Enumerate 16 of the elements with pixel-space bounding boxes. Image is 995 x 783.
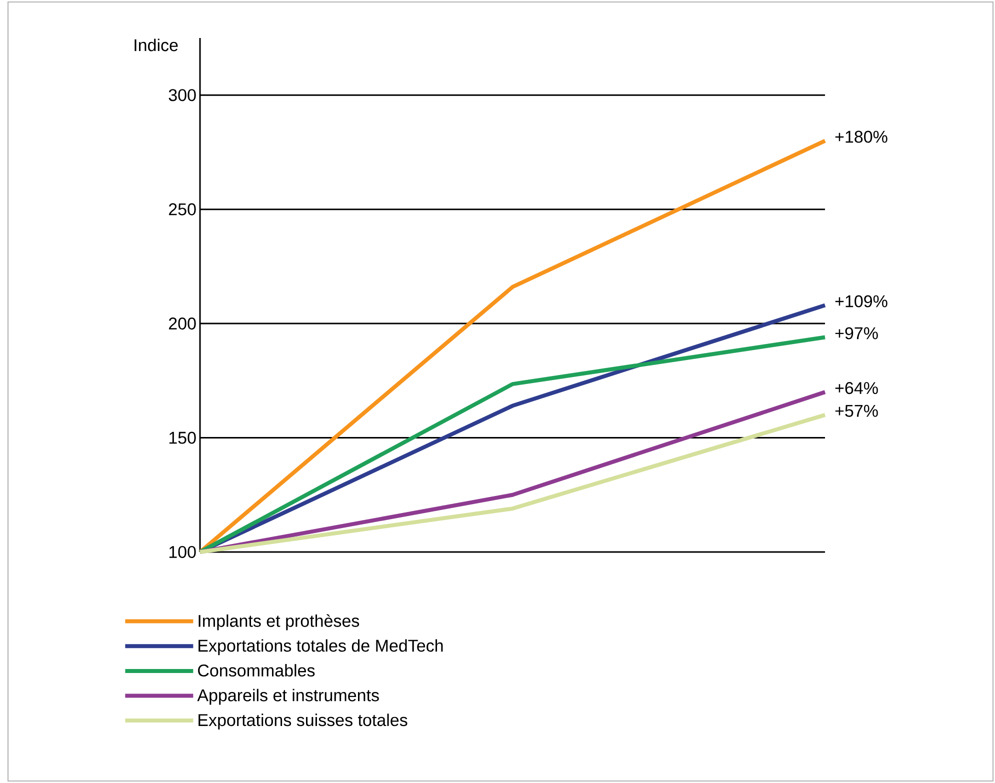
text: +57% (835, 404, 878, 417)
text: +97% (835, 327, 878, 340)
y-tick-label: 150 (169, 432, 196, 444)
legend-label: Exportations totales de MedTech (198, 639, 443, 656)
y-tick-label: 100 (169, 546, 196, 558)
y-tick-label: 250 (168, 203, 196, 216)
legend-label: Consommables (198, 664, 315, 677)
legend-label: Implants et prothèses (198, 614, 360, 630)
y-tick-label: 200 (168, 318, 196, 330)
legend-label: Exportations suisses totales (198, 714, 408, 730)
text: +64% (835, 382, 878, 394)
legend-label: Appareils et instruments (197, 688, 379, 705)
y-axis-title: Indice (134, 38, 178, 52)
y-tick-label: 300 (168, 89, 196, 102)
text: +180% (835, 130, 888, 143)
text: +109% (835, 295, 888, 308)
